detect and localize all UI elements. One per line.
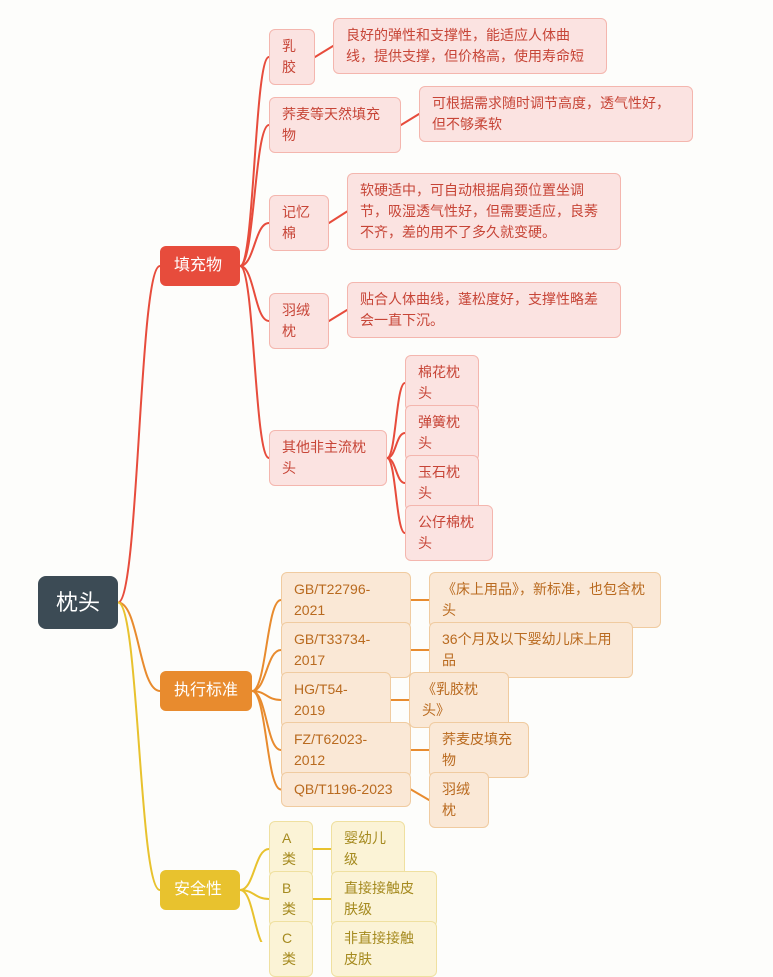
node-std-4: FZ/T62023-2012 (281, 722, 411, 778)
node-cotton: 棉花枕头 (405, 355, 479, 411)
node-std-3-desc: 《乳胶枕头》 (409, 672, 509, 728)
branch-fill: 填充物 (160, 246, 240, 286)
branch-safety: 安全性 (160, 870, 240, 910)
node-latex: 乳胶 (269, 29, 315, 85)
root-node: 枕头 (38, 576, 118, 629)
node-memory: 记忆棉 (269, 195, 329, 251)
node-latex-desc: 良好的弹性和支撑性，能适应人体曲线，提供支撑，但价格高，使用寿命短 (333, 18, 607, 74)
node-class-b: B类 (269, 871, 313, 927)
node-std-5: QB/T1196-2023 (281, 772, 411, 807)
node-std-1: GB/T22796-2021 (281, 572, 411, 628)
node-spring: 弹簧枕头 (405, 405, 479, 461)
node-doll: 公仔棉枕头 (405, 505, 493, 561)
node-std-2: GB/T33734-2017 (281, 622, 411, 678)
node-buckwheat: 荞麦等天然填充物 (269, 97, 401, 153)
node-down-desc: 贴合人体曲线，蓬松度好，支撑性略差会一直下沉。 (347, 282, 621, 338)
node-std-3: HG/T54-2019 (281, 672, 391, 728)
node-buckwheat-desc: 可根据需求随时调节高度，透气性好，但不够柔软 (419, 86, 693, 142)
node-std-5-desc: 羽绒枕 (429, 772, 489, 828)
node-other: 其他非主流枕头 (269, 430, 387, 486)
node-class-c: C类 (269, 921, 313, 977)
node-down: 羽绒枕 (269, 293, 329, 349)
node-class-a: A类 (269, 821, 313, 877)
node-std-4-desc: 荞麦皮填充物 (429, 722, 529, 778)
node-class-a-desc: 婴幼儿级 (331, 821, 405, 877)
node-std-1-desc: 《床上用品》，新标准，也包含枕头 (429, 572, 661, 628)
node-class-b-desc: 直接接触皮肤级 (331, 871, 437, 927)
node-memory-desc: 软硬适中，可自动根据肩颈位置坐调节，吸湿透气性好，但需要适应，良莠不齐，差的用不… (347, 173, 621, 250)
branch-standards: 执行标准 (160, 671, 252, 711)
node-class-c-desc: 非直接接触皮肤 (331, 921, 437, 977)
node-std-2-desc: 36个月及以下婴幼儿床上用品 (429, 622, 633, 678)
mindmap-canvas: 枕头 填充物 乳胶 良好的弹性和支撑性，能适应人体曲线，提供支撑，但价格高，使用… (0, 0, 773, 942)
node-jade: 玉石枕头 (405, 455, 479, 511)
